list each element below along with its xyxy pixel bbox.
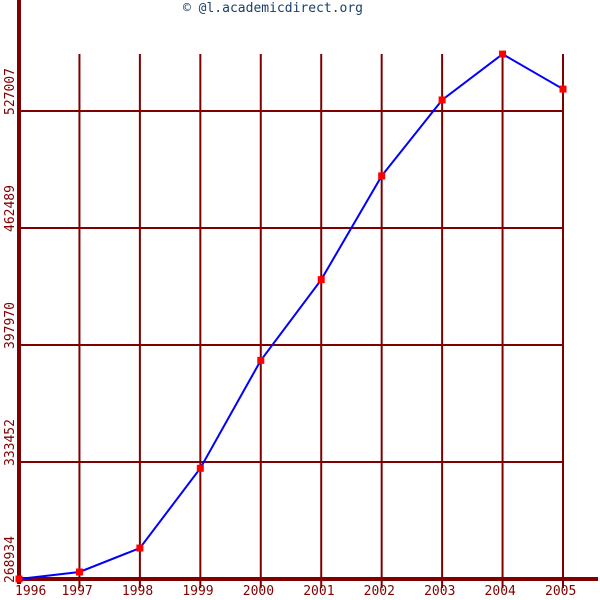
series-line bbox=[18, 52, 564, 580]
data-point bbox=[499, 50, 507, 58]
chart-title: © @l.academicdirect.org bbox=[183, 1, 363, 16]
data-point bbox=[257, 356, 265, 364]
x-tick-label: 2002 bbox=[364, 584, 395, 599]
data-point bbox=[378, 172, 386, 180]
x-tick-label: 2000 bbox=[243, 584, 274, 599]
y-tick-label: 462489 bbox=[3, 185, 18, 232]
x-tick-label: 2005 bbox=[545, 584, 576, 599]
data-point bbox=[136, 544, 144, 552]
x-tick-label: 2001 bbox=[303, 584, 334, 599]
data-point bbox=[438, 96, 446, 104]
y-tick-label: 527007 bbox=[3, 68, 18, 115]
data-point bbox=[196, 464, 204, 472]
x-tick-label: 1996 bbox=[15, 584, 46, 599]
x-tick-label: 2004 bbox=[485, 584, 516, 599]
x-tick-label: 1999 bbox=[182, 584, 213, 599]
data-point bbox=[317, 276, 325, 284]
x-tick-label: 2003 bbox=[424, 584, 455, 599]
data-point bbox=[15, 575, 23, 583]
data-point bbox=[75, 568, 83, 576]
y-tick-label: 268934 bbox=[3, 536, 18, 583]
y-tick-label: 397970 bbox=[3, 302, 18, 349]
y-tick-label: 333452 bbox=[3, 419, 18, 466]
x-tick-label: 1998 bbox=[122, 584, 153, 599]
x-tick-label: 1997 bbox=[61, 584, 92, 599]
data-point bbox=[559, 85, 567, 93]
